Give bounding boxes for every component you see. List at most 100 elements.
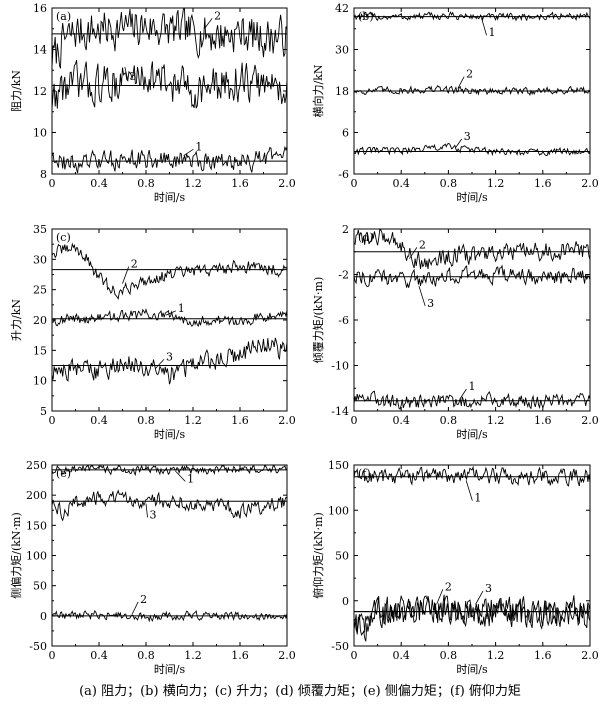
series-line-2: [353, 84, 591, 96]
y-axis-label: 升力/kN: [10, 299, 23, 341]
x-tick-label: 0.4: [392, 649, 410, 662]
y-tick-label: 5: [40, 405, 47, 418]
curve-label: 3: [166, 350, 173, 363]
y-tick-label: 15: [33, 344, 47, 357]
curve-label: 1: [187, 472, 194, 485]
x-tick-label: 0: [351, 177, 358, 190]
x-tick-label: 1.6: [231, 177, 249, 190]
label-leader: [465, 480, 473, 501]
label-leader: [122, 266, 130, 284]
label-leader: [409, 247, 418, 259]
panel-tag: (d): [358, 231, 374, 244]
x-tick-label: 1.6: [534, 177, 552, 190]
plot-frame: [51, 464, 288, 647]
x-axis-label: 时间/s: [456, 428, 488, 441]
x-tick-label: 2.0: [278, 414, 296, 427]
y-tick-label: 200: [26, 489, 47, 502]
x-tick-label: 1.6: [231, 649, 249, 662]
x-axis-label: 时间/s: [456, 191, 488, 204]
series-line-3: [51, 489, 287, 522]
label-leader: [481, 17, 487, 36]
y-tick-label: 10: [33, 375, 47, 388]
label-leader: [155, 359, 165, 369]
y-tick-label: 100: [328, 504, 349, 517]
label-leader: [165, 310, 176, 316]
curve-label: 2: [445, 580, 452, 593]
series-line-3: [353, 594, 591, 642]
curve-label: 3: [464, 130, 471, 143]
x-tick-label: 2.0: [278, 649, 296, 662]
curve-label: 2: [466, 68, 473, 81]
x-tick-label: 0: [49, 649, 56, 662]
y-tick-label: 30: [335, 44, 349, 57]
series-line-1: [353, 11, 591, 22]
y-tick-label: 0: [342, 595, 349, 608]
y-tick-label: 250: [26, 459, 47, 472]
label-leader: [145, 503, 148, 518]
panel-tag: (e): [56, 467, 71, 480]
y-tick-label: -50: [331, 640, 349, 653]
x-tick-label: 0: [351, 414, 358, 427]
x-tick-label: 1.6: [231, 414, 249, 427]
x-tick-label: 2.0: [581, 649, 599, 662]
x-tick-label: 0.8: [137, 649, 155, 662]
panel-tag: (f): [358, 467, 371, 480]
series-line-1: [51, 307, 288, 327]
label-leader: [124, 66, 128, 80]
series-line-2: [51, 242, 288, 300]
label-leader: [131, 601, 139, 615]
curve-label: 2: [214, 9, 221, 22]
panel-tag: (a): [56, 10, 71, 23]
series-line-1: [51, 464, 288, 477]
x-tick-label: 0.8: [137, 414, 155, 427]
y-tick-label: 42: [335, 2, 349, 15]
curve-label: 1: [195, 140, 202, 153]
x-tick-label: 0: [49, 177, 56, 190]
y-tick-label: 6: [342, 127, 349, 140]
curve-label: 2: [131, 258, 138, 271]
y-tick-label: 35: [33, 223, 47, 236]
x-axis-label: 时间/s: [456, 663, 488, 676]
y-tick-label: 0: [40, 610, 47, 623]
y-tick-label: 150: [328, 459, 349, 472]
series-line-2: [353, 229, 591, 270]
label-leader: [436, 589, 444, 605]
x-tick-label: 0: [49, 414, 56, 427]
y-tick-label: 16: [33, 2, 47, 15]
x-tick-label: 0.4: [392, 177, 410, 190]
series-line-1: [51, 145, 288, 174]
curve-label: 2: [140, 593, 147, 606]
x-tick-label: 1.2: [487, 177, 505, 190]
x-tick-label: 1.2: [184, 414, 202, 427]
y-tick-label: 100: [26, 550, 47, 563]
curve-label: 1: [468, 380, 475, 393]
x-tick-label: 1.2: [184, 177, 202, 190]
label-leader: [457, 76, 465, 89]
y-tick-label: 30: [33, 253, 47, 266]
curve-label: 1: [178, 302, 185, 315]
y-tick-label: 10: [33, 127, 47, 140]
series-line-2: [51, 609, 288, 623]
y-axis-label: 倾覆力矩/(kN·m): [312, 277, 325, 364]
curve-label: 2: [419, 238, 426, 251]
x-tick-label: 1.2: [184, 649, 202, 662]
figure-caption: (a) 阻力；(b) 横向力；(c) 升力；(d) 倾覆力矩；(e) 侧偏力矩；…: [79, 684, 521, 699]
series-line-3: [353, 264, 591, 288]
x-tick-label: 2.0: [278, 177, 296, 190]
series-line-2: [51, 8, 288, 69]
chart-panel-4: 0 0.4 0.8 1.2 1.6 2.0 -14 -10 -6 -2 2 (d) 2 3 1 时间/s 倾覆力…: [312, 223, 599, 441]
x-tick-label: 0.8: [440, 414, 458, 427]
y-tick-label: 2: [342, 223, 349, 236]
x-tick-label: 1.6: [534, 649, 552, 662]
chart-panel-2: 0 0.4 0.8 1.2 1.6 2.0 -6 6 18 30 42 (b) 1 2 3 时间/s 横向力/k…: [311, 2, 599, 204]
series-line-3: [353, 142, 591, 157]
series-line-3: [51, 337, 288, 385]
x-tick-label: 1.2: [487, 649, 505, 662]
label-leader: [204, 18, 213, 29]
y-tick-label: -2: [338, 269, 349, 282]
curve-label: 3: [150, 508, 157, 521]
x-tick-label: 0.4: [90, 649, 108, 662]
label-leader: [475, 590, 484, 605]
